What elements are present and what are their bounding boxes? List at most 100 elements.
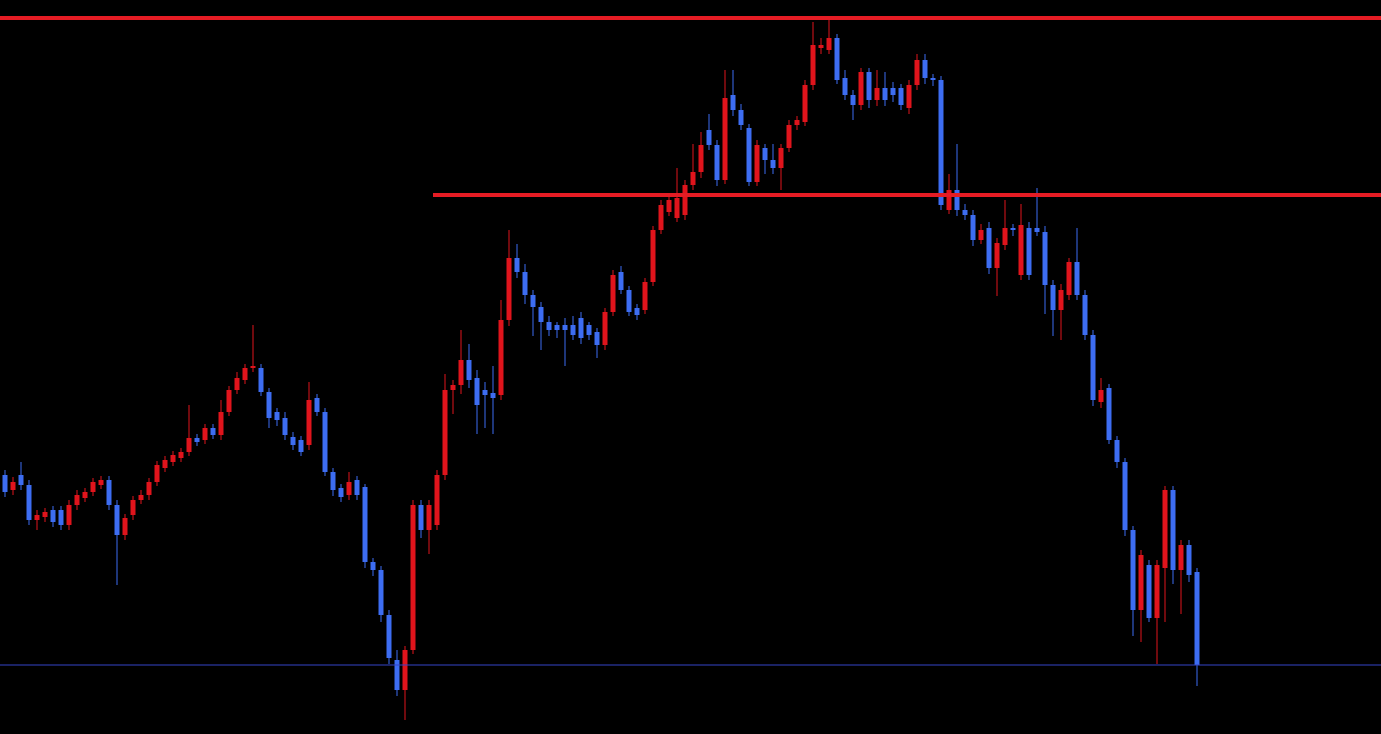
candle-body: [482, 390, 488, 395]
candle-body: [554, 325, 560, 330]
candle-body: [666, 200, 672, 212]
candle-body: [466, 360, 472, 380]
candle-body: [1042, 232, 1048, 285]
candle-body: [930, 78, 936, 80]
candle-body: [114, 505, 120, 535]
candle-body: [130, 500, 136, 515]
candle-body: [170, 455, 176, 462]
candle-body: [1010, 228, 1016, 230]
candle-body: [106, 480, 112, 505]
candle-body: [98, 480, 104, 485]
candle-body: [626, 290, 632, 312]
candle-body: [346, 482, 352, 495]
candle-body: [250, 366, 256, 368]
candle-body: [706, 130, 712, 145]
candle-body: [450, 385, 456, 390]
candle-body: [802, 85, 808, 122]
candle-body: [1114, 440, 1120, 462]
candle-body: [410, 505, 416, 650]
candle-body: [90, 482, 96, 492]
candle-body: [218, 412, 224, 435]
candle-body: [1146, 565, 1152, 618]
candle-body: [402, 650, 408, 690]
candle-body: [290, 437, 296, 445]
candle-body: [658, 205, 664, 230]
candle-body: [1018, 225, 1024, 275]
candle-body: [650, 230, 656, 282]
candle-body: [770, 160, 776, 168]
candle-body: [1034, 228, 1040, 232]
candle-body: [234, 378, 240, 390]
candle-body: [210, 428, 216, 435]
candle-body: [1002, 228, 1008, 245]
candle-body: [138, 495, 144, 500]
candle-body: [882, 88, 888, 100]
candle-body: [570, 325, 576, 335]
candle-body: [306, 400, 312, 445]
candle-body: [66, 505, 72, 525]
candle-body: [82, 492, 88, 498]
candle-body: [362, 487, 368, 562]
candle-body: [258, 368, 264, 392]
candle-body: [906, 85, 912, 108]
candle-body: [122, 518, 128, 535]
candle-body: [1178, 545, 1184, 570]
candle-body: [274, 412, 280, 420]
candle-body: [722, 98, 728, 180]
candle-body: [842, 78, 848, 95]
candle-body: [514, 258, 520, 272]
candle-body: [282, 418, 288, 435]
candle-body: [874, 88, 880, 100]
candle-body: [10, 482, 16, 490]
candle-body: [954, 190, 960, 210]
candle-body: [370, 562, 376, 570]
candle-body: [178, 452, 184, 458]
candle-body: [394, 660, 400, 690]
candle-body: [642, 282, 648, 310]
candle-body: [418, 505, 424, 530]
candle-body: [922, 60, 928, 78]
candle-body: [1186, 545, 1192, 575]
candle-body: [818, 45, 824, 48]
candle-body: [602, 312, 608, 345]
candle-body: [338, 488, 344, 497]
candle-body: [522, 272, 528, 295]
candle-body: [146, 482, 152, 495]
candle-body: [538, 307, 544, 322]
candle-body: [858, 72, 864, 105]
candle-body: [386, 615, 392, 658]
candle-body: [322, 412, 328, 472]
candle-body: [266, 392, 272, 418]
candle-body: [698, 145, 704, 172]
candle-body: [834, 38, 840, 80]
candle-body: [1098, 390, 1104, 402]
candle-body: [890, 88, 896, 95]
candle-body: [978, 230, 984, 240]
candle-body: [74, 495, 80, 505]
candle-body: [690, 172, 696, 185]
candle-body: [586, 325, 592, 335]
candle-body: [994, 243, 1000, 268]
candle-body: [1082, 295, 1088, 335]
candle-body: [594, 332, 600, 345]
candle-body: [746, 128, 752, 182]
candle-body: [1154, 565, 1160, 618]
candle-body: [962, 210, 968, 215]
candle-body: [810, 45, 816, 85]
candle-body: [202, 428, 208, 440]
candle-body: [42, 512, 48, 517]
candle-body: [442, 390, 448, 475]
candle-body: [1122, 462, 1128, 530]
candle-body: [1194, 572, 1200, 665]
candle-body: [730, 95, 736, 110]
candle-body: [1106, 388, 1112, 440]
candle-body: [34, 515, 40, 520]
candle-body: [738, 110, 744, 125]
candle-body: [762, 148, 768, 160]
candle-body: [674, 198, 680, 218]
candle-body: [938, 80, 944, 205]
candle-body: [186, 438, 192, 452]
candle-body: [298, 440, 304, 452]
